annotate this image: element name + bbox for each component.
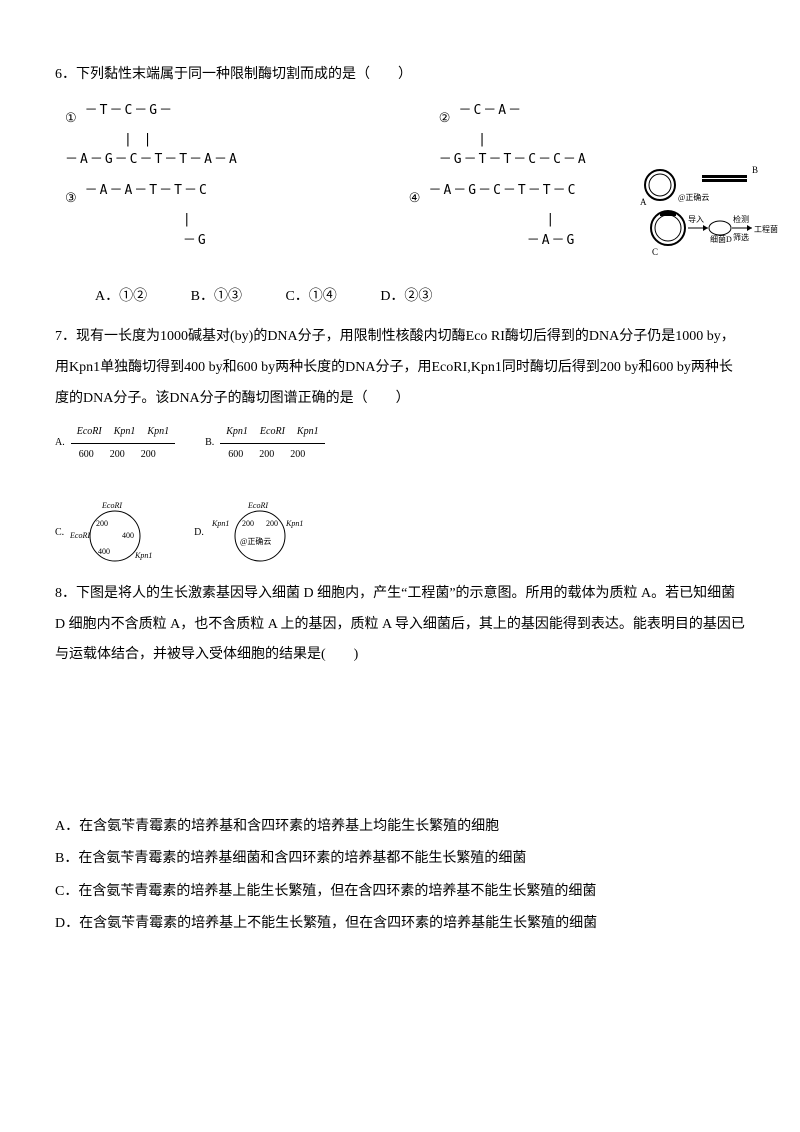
q8-diagram: A B C @正确云 导入 细菌D 检测 筛选 工程菌 — [630, 160, 790, 280]
q7a-t0: EcoRI — [71, 421, 108, 443]
question-8: 8．下图是将人的生长激素基因导入细菌 D 细胞内，产生“工程菌”的示意图。所用的… — [55, 579, 745, 940]
q6-seq-2: ②－C－A－ | －G－T－T－C－C－A — [439, 101, 588, 171]
q7b-t1: EcoRI — [254, 421, 291, 443]
q7d-e0: EcoRI — [247, 501, 268, 510]
q8-shaixuan: 筛选 — [733, 232, 749, 242]
q6-opt-c: C．①④ — [285, 289, 336, 304]
q7-text: 7．现有一长度为1000碱基对(by)的DNA分子，用限制性核酸内切酶Eco R… — [55, 322, 745, 414]
q7-c-svg: EcoRI EcoRI Kpn1 200 400 400 — [70, 496, 160, 571]
q7-a-linear: EcoRIKpn1Kpn1 600200200 — [71, 421, 175, 466]
question-7: 7．现有一长度为1000碱基对(by)的DNA分子，用限制性核酸内切酶Eco R… — [55, 322, 745, 570]
q8-opt-d: D．在含氨苄青霉素的培养基上不能生长繁殖，但在含四环素的培养基能生长繁殖的细菌 — [55, 908, 745, 940]
q7-diagrams: A. EcoRIKpn1Kpn1 600200200 B. Kpn1EcoRIK… — [55, 421, 745, 571]
q8-watermark: @正确云 — [678, 192, 709, 202]
q7c-v2: 400 — [98, 547, 110, 556]
q7a-t2: Kpn1 — [141, 421, 175, 443]
q6-seq-4: ④－A－G－C－T－T－C | －A－G — [409, 181, 578, 251]
seq4-num: ④ — [409, 189, 423, 210]
q7b-b2: 200 — [282, 444, 313, 466]
q7b-t2: Kpn1 — [291, 421, 325, 443]
q7c-e0: EcoRI — [101, 501, 122, 510]
q7-b-linear: Kpn1EcoRIKpn1 600200200 — [220, 421, 324, 466]
q8-label-c: C — [652, 247, 658, 257]
seq1-lines: －T－C－G－ | | －A－G－C－T－T－A－A — [65, 103, 239, 168]
q8-label-a: A — [640, 197, 647, 207]
seq4-lines: －A－G－C－T－T－C | －A－G — [409, 183, 578, 248]
q6-opt-a: A．①② — [95, 289, 147, 304]
q7-c-label: C. — [55, 522, 64, 544]
q7c-v1: 400 — [122, 531, 134, 540]
q7c-e1: EcoRI — [70, 531, 90, 540]
q8-jiance: 检测 — [733, 214, 749, 224]
q7d-e2: Kpn1 — [285, 519, 303, 528]
q6-opt-d: D．②③ — [380, 289, 432, 304]
q8-opt-c: C．在含氨苄青霉素的培养基上能生长繁殖，但在含四环素的培养基不能生长繁殖的细菌 — [55, 876, 745, 908]
q7d-wm: @正确云 — [240, 536, 271, 546]
q7d-e1: Kpn1 — [211, 519, 229, 528]
q7c-e2: Kpn1 — [134, 551, 152, 560]
q8-opt-a: A．在含氨苄青霉素的培养基和含四环素的培养基上均能生长繁殖的细胞 — [55, 811, 745, 843]
q6-seq-1: ①－T－C－G－ | | －A－G－C－T－T－A－A — [65, 101, 239, 171]
q7-d-svg: EcoRI Kpn1 Kpn1 200 200 @正确云 — [210, 496, 310, 571]
q7b-t0: Kpn1 — [220, 421, 254, 443]
seq3-lines: －A－A－T－T－C | －G — [65, 183, 209, 248]
seq1-num: ① — [65, 109, 79, 130]
q7d-v0: 200 — [242, 519, 254, 528]
seq2-lines: －C－A－ | －G－T－T－C－C－A — [439, 103, 588, 168]
q8-text: 8．下图是将人的生长激素基因导入细菌 D 细胞内，产生“工程菌”的示意图。所用的… — [55, 579, 745, 671]
q7-d-label: D. — [194, 522, 204, 544]
q7b-b1: 200 — [251, 444, 282, 466]
q7a-b1: 200 — [102, 444, 133, 466]
q8-engineer: 工程菌 — [754, 224, 778, 234]
q6-opt-b: B．①③ — [191, 289, 242, 304]
q7a-b2: 200 — [133, 444, 164, 466]
q7a-t1: Kpn1 — [108, 421, 142, 443]
q7-diag-a: A. EcoRIKpn1Kpn1 600200200 — [55, 421, 175, 466]
q7-diag-b: B. Kpn1EcoRIKpn1 600200200 — [205, 421, 325, 466]
q8-label-b: B — [752, 165, 758, 175]
q7d-v1: 200 — [266, 519, 278, 528]
q8-bacteria-d: 细菌D — [710, 234, 732, 244]
q8-daoru: 导入 — [688, 215, 704, 224]
seq2-num: ② — [439, 109, 453, 130]
seq3-num: ③ — [65, 189, 79, 210]
q7-a-label: A. — [55, 432, 65, 454]
q8-options: A．在含氨苄青霉素的培养基和含四环素的培养基上均能生长繁殖的细胞 B．在含氨苄青… — [55, 811, 745, 940]
q8-svg: A B C @正确云 导入 细菌D 检测 筛选 工程菌 — [630, 160, 790, 280]
q7c-v0: 200 — [96, 519, 108, 528]
q7a-b0: 600 — [71, 444, 102, 466]
q6-options: A．①② B．①③ C．①④ D．②③ — [95, 282, 745, 313]
q7-b-label: B. — [205, 432, 214, 454]
q7-diag-c: C. EcoRI EcoRI Kpn1 200 400 400 D. EcoRI… — [55, 496, 745, 571]
q7b-b0: 600 — [220, 444, 251, 466]
q6-seq-3: ③－A－A－T－T－C | －G — [65, 181, 209, 251]
q6-text: 6．下列黏性末端属于同一种限制酶切割而成的是（ ） — [55, 60, 745, 91]
q8-opt-b: B．在含氨苄青霉素的培养基细菌和含四环素的培养基都不能生长繁殖的细菌 — [55, 843, 745, 875]
